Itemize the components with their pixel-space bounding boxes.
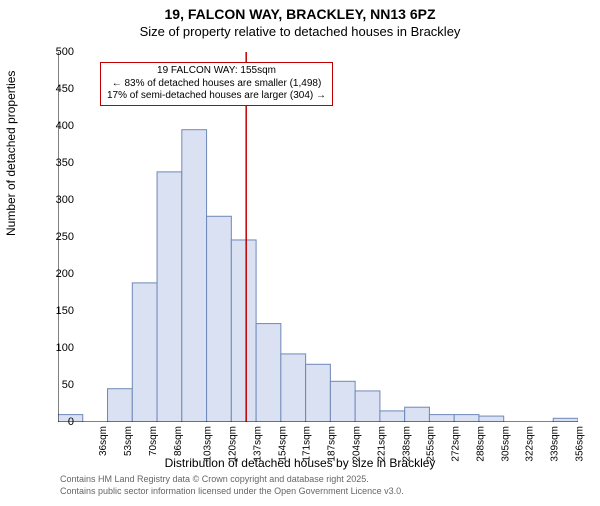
- histogram-bar: [157, 172, 182, 422]
- x-tick-label: 70sqm: [148, 426, 159, 456]
- attribution-line1: Contains HM Land Registry data © Crown c…: [60, 474, 369, 484]
- histogram-bar: [355, 391, 380, 422]
- histogram-bar: [132, 283, 157, 422]
- histogram-bar: [231, 240, 256, 422]
- histogram-bar: [306, 364, 331, 422]
- histogram-bar: [380, 411, 405, 422]
- attribution-line2: Contains public sector information licen…: [60, 486, 404, 496]
- y-tick-label: 450: [34, 83, 74, 95]
- y-tick-label: 150: [34, 305, 74, 317]
- y-tick-label: 300: [34, 194, 74, 206]
- x-tick-label: 53sqm: [123, 426, 134, 456]
- y-tick-label: 250: [34, 231, 74, 243]
- histogram-bar: [553, 418, 578, 422]
- y-tick-label: 350: [34, 157, 74, 169]
- y-tick-label: 100: [34, 342, 74, 354]
- histogram-bar: [429, 415, 454, 422]
- histogram-bar: [330, 381, 355, 422]
- attribution-text: Contains HM Land Registry data © Crown c…: [60, 474, 404, 497]
- histogram-bar: [281, 354, 306, 422]
- y-tick-label: 400: [34, 120, 74, 132]
- chart-title-main: 19, FALCON WAY, BRACKLEY, NN13 6PZ: [0, 6, 600, 22]
- histogram-bar: [207, 216, 232, 422]
- annot-line3: 17% of semi-detached houses are larger (…: [107, 90, 326, 101]
- histogram-bar: [479, 416, 504, 422]
- histogram-bar: [182, 130, 207, 422]
- histogram-bar: [256, 324, 281, 422]
- chart-title-sub: Size of property relative to detached ho…: [0, 24, 600, 39]
- histogram-bar: [405, 407, 430, 422]
- y-tick-label: 50: [34, 379, 74, 391]
- y-tick-label: 200: [34, 268, 74, 280]
- marker-annotation-box: 19 FALCON WAY: 155sqm ← 83% of detached …: [100, 62, 333, 106]
- y-axis-label: Number of detached properties: [4, 71, 18, 236]
- histogram-plot: [58, 52, 578, 422]
- histogram-bar: [108, 389, 133, 422]
- x-tick-label: 36sqm: [98, 426, 109, 456]
- y-tick-label: 0: [34, 416, 74, 428]
- histogram-bar: [454, 415, 479, 422]
- annot-line2: ← 83% of detached houses are smaller (1,…: [112, 78, 322, 89]
- annot-line1: 19 FALCON WAY: 155sqm: [157, 65, 276, 76]
- y-tick-label: 500: [34, 46, 74, 58]
- x-axis-label: Distribution of detached houses by size …: [0, 456, 600, 470]
- x-tick-label: 86sqm: [173, 426, 184, 456]
